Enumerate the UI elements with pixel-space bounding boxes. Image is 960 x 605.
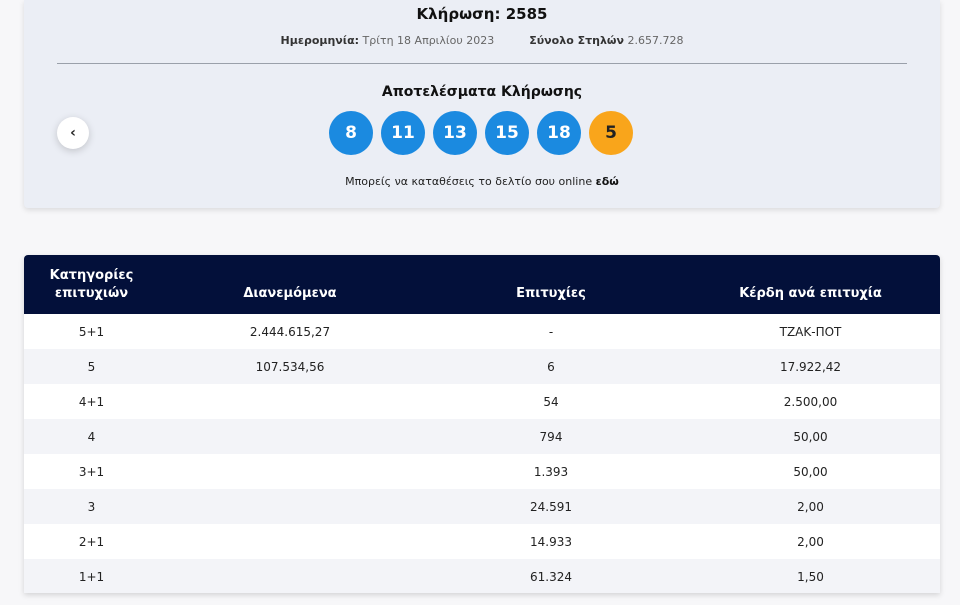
cell-prize: 17.922,42 <box>779 359 842 374</box>
cell-category: 5+1 <box>78 324 105 339</box>
online-link[interactable]: εδώ <box>595 175 619 188</box>
online-text: Μπορείς να καταθέσεις το δελτίο σου onli… <box>345 175 596 188</box>
header-prize: Κέρδη ανά επιτυχία <box>739 286 882 301</box>
cell-prize: 2,00 <box>797 534 824 549</box>
draw-meta: Ημερομηνία: Τρίτη 18 Απριλίου 2023 Σύνολ… <box>24 34 940 47</box>
divider <box>57 63 907 64</box>
cell-category: 3+1 <box>78 464 105 479</box>
cell-category: 4+1 <box>78 394 105 409</box>
cell-prize: 50,00 <box>793 464 828 479</box>
table-row: 4 794 50,00 <box>24 419 940 454</box>
header-winners: Επιτυχίες <box>516 286 586 301</box>
number-ball: 13 <box>433 111 477 155</box>
cell-distributed: 2.444.615,27 <box>249 324 331 339</box>
previous-draw-button[interactable]: ‹ <box>57 117 89 149</box>
table-row: 5 107.534,56 6 17.922,42 <box>24 349 940 384</box>
cell-prize: 2,00 <box>797 499 824 514</box>
cell-prize: 2.500,00 <box>783 394 838 409</box>
header-category: Κατηγορίες επιτυχιών <box>49 268 134 301</box>
table-row: 3 24.591 2,00 <box>24 489 940 524</box>
table-body: 5+1 2.444.615,27 - ΤΖΑΚ-ΠΟΤ 5 107.534,56 6 17.9… <box>24 314 940 593</box>
draw-card: Κλήρωση: 2585 Ημερομηνία: Τρίτη 18 Απριλ… <box>24 0 940 208</box>
cell-distributed <box>159 489 421 524</box>
number-ball: 18 <box>537 111 581 155</box>
cell-distributed <box>159 454 421 489</box>
table-row: 1+1 61.324 1,50 <box>24 559 940 593</box>
cell-winners: 24.591 <box>530 499 572 514</box>
cell-category: 4 <box>87 429 96 444</box>
number-ball: 8 <box>329 111 373 155</box>
bonus-ball: 5 <box>589 111 633 155</box>
number-ball: 11 <box>381 111 425 155</box>
cell-category: 2+1 <box>78 534 105 549</box>
header-distributed: Διανεμόμενα <box>243 286 337 301</box>
cell-winners: 54 <box>543 394 559 409</box>
table-row: 2+1 14.933 2,00 <box>24 524 940 559</box>
cell-winners: - <box>548 324 554 339</box>
cell-category: 5 <box>87 359 96 374</box>
cell-distributed <box>159 384 421 419</box>
cell-prize: 1,50 <box>797 569 824 584</box>
cell-winners: 14.933 <box>530 534 572 549</box>
cell-winners: 6 <box>547 359 555 374</box>
cell-distributed <box>159 559 421 593</box>
number-ball: 15 <box>485 111 529 155</box>
table-row: 4+1 54 2.500,00 <box>24 384 940 419</box>
cell-winners: 61.324 <box>530 569 572 584</box>
table-row: 3+1 1.393 50,00 <box>24 454 940 489</box>
columns-value: 2.657.728 <box>627 34 684 47</box>
cell-prize: 50,00 <box>793 429 828 444</box>
chevron-left-icon: ‹ <box>70 125 76 141</box>
cell-winners: 794 <box>539 429 563 444</box>
cell-category: 1+1 <box>78 569 105 584</box>
cell-winners: 1.393 <box>533 464 569 479</box>
results-title: Αποτελέσματα Κλήρωσης <box>381 84 583 100</box>
winning-numbers: 8 11 13 15 18 5 <box>329 111 633 155</box>
online-note: Μπορείς να καταθέσεις το δελτίο σου onli… <box>24 175 940 188</box>
columns-label: Σύνολο Στηλών <box>529 34 624 47</box>
cell-distributed <box>159 419 421 454</box>
cell-prize: ΤΖΑΚ-ΠΟΤ <box>779 324 842 339</box>
date-value: Τρίτη 18 Απριλίου 2023 <box>362 34 495 47</box>
cell-distributed <box>159 524 421 559</box>
cell-category: 3 <box>87 499 96 514</box>
table-row: 5+1 2.444.615,27 - ΤΖΑΚ-ΠΟΤ <box>24 314 940 349</box>
date-label: Ημερομηνία: <box>280 34 360 47</box>
draw-title: Κλήρωση: 2585 <box>416 5 548 23</box>
table-header: Κατηγορίες επιτυχιών Διανεμόμενα Επιτυχί… <box>24 255 940 314</box>
prize-table: Κατηγορίες επιτυχιών Διανεμόμενα Επιτυχί… <box>24 255 940 593</box>
cell-distributed: 107.534,56 <box>255 359 325 374</box>
